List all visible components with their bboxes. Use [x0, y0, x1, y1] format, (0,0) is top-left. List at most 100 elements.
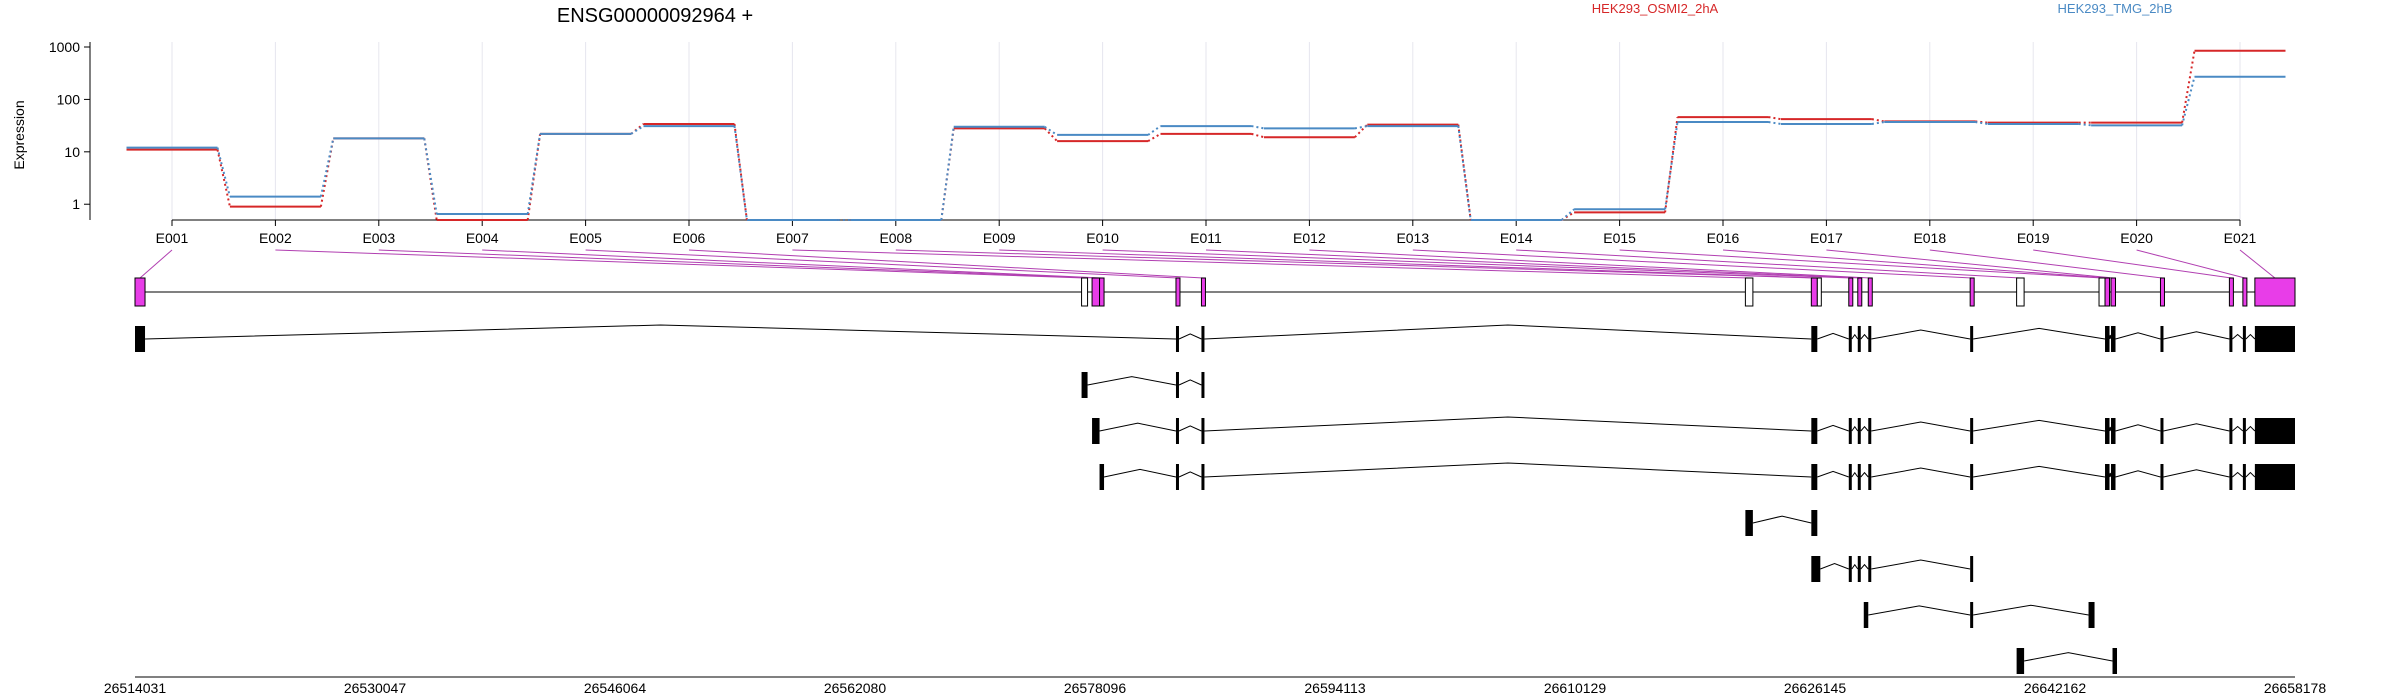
axes: 1 10 100 1000 E001 E002 E003 E004 E005 E006 E007 E0… — [49, 39, 2257, 246]
transcript-exon — [1970, 464, 1974, 490]
exon-connector — [1826, 249, 2114, 279]
series-connector — [1768, 116, 1782, 121]
transcript-exon — [2254, 326, 2295, 352]
series-connector — [1457, 124, 1472, 221]
transcript-intron — [2163, 423, 2230, 432]
series-connector — [630, 123, 645, 135]
series-connector — [1871, 121, 1885, 125]
exon-connectors — [139, 249, 2276, 279]
gene-exon-box — [1969, 277, 1975, 307]
exon-connector — [275, 249, 1085, 279]
series-1 — [126, 75, 2286, 221]
transcript-intron — [2232, 333, 2244, 340]
transcript-exon — [1081, 372, 1088, 398]
exon-connector — [1412, 249, 1973, 279]
transcript-intron — [1860, 333, 1869, 340]
transcript-intron — [1851, 471, 1859, 478]
series-connector — [1043, 127, 1058, 142]
transcript-exon — [1201, 464, 1205, 490]
transcript-row — [1811, 556, 1974, 582]
transcript-exon — [1970, 326, 1974, 352]
series-connector — [733, 123, 748, 221]
transcript-intron — [1860, 563, 1869, 570]
x-tick-label: E012 — [1293, 230, 1326, 246]
transcript-intron — [1087, 376, 1177, 386]
series-connector — [630, 125, 645, 135]
transcript-intron — [1851, 333, 1859, 340]
x-tick-label: E009 — [983, 230, 1016, 246]
gene-exon-box — [1848, 277, 1854, 307]
transcript-exon — [2160, 326, 2164, 352]
x-tick-label: E005 — [569, 230, 602, 246]
x-tick-label: E018 — [1913, 230, 1946, 246]
x-tick-label: E020 — [2120, 230, 2153, 246]
genomic-tick-label: 26578096 — [1064, 680, 1127, 696]
grid-lines — [171, 42, 2241, 220]
transcript-row — [1863, 602, 2095, 628]
genomic-tick-label: 26594113 — [1304, 680, 1365, 696]
transcript-exon — [2242, 326, 2246, 352]
transcript-exon — [1868, 418, 1872, 444]
exon-connector — [1929, 249, 2163, 279]
series-connector — [1664, 116, 1679, 213]
transcript-exon — [1857, 418, 1861, 444]
gene-exon-box — [2254, 277, 2296, 307]
series-connector — [1044, 125, 1058, 136]
transcript-exon — [1857, 556, 1861, 582]
x-tick-label: E002 — [259, 230, 292, 246]
exon-connector — [1516, 249, 2021, 279]
exon-connector — [2239, 249, 2276, 279]
transcript-intron — [1178, 333, 1202, 340]
transcript-exon — [1175, 372, 1179, 398]
genomic-tick-label: 26514031 — [104, 680, 167, 696]
exon-connector — [792, 249, 1750, 279]
x-tick-label: E013 — [1396, 230, 1429, 246]
series-connector — [2181, 50, 2196, 123]
legend-entry-osmi2: HEK293_OSMI2_2hA — [1592, 1, 1719, 16]
transcript-exon — [2242, 418, 2246, 444]
transcript-exon — [2111, 418, 2116, 444]
transcript-exon — [1092, 418, 1100, 444]
transcript-exon — [1863, 602, 1869, 628]
x-tick-label: E011 — [1190, 230, 1222, 246]
x-tick-label: E006 — [673, 230, 706, 246]
exon-connector — [1309, 249, 1871, 279]
x-tick-label: E008 — [879, 230, 912, 246]
transcript-exon — [1811, 326, 1818, 352]
transcript-intron — [2115, 332, 2161, 340]
gene-exon-box — [1200, 277, 1206, 307]
series-connector — [1871, 118, 1885, 123]
series-connector — [1457, 125, 1472, 221]
series-connector — [1354, 125, 1368, 130]
series-connector — [319, 138, 335, 207]
series-connector — [2181, 76, 2196, 126]
x-tick-label: E010 — [1086, 230, 1119, 246]
exon-connector — [378, 249, 1096, 279]
series-connector — [1147, 133, 1162, 142]
genomic-tick-label: 26530047 — [344, 680, 407, 696]
transcript-intron — [1178, 471, 1202, 478]
gene-exon-box — [2104, 277, 2111, 307]
genomic-axis: 26514031 26530047 26546064 26562080 26578096… — [104, 676, 2326, 696]
exon-connector — [1722, 249, 2108, 279]
y-tick-label: 10 — [64, 144, 80, 160]
genomic-tick-label: 26562080 — [824, 680, 887, 696]
series-connector — [1251, 132, 1265, 139]
transcript-intron — [1871, 421, 1971, 432]
transcript-intron — [1973, 465, 2106, 478]
x-tick-label: E015 — [1603, 230, 1636, 246]
transcript-exon — [2160, 418, 2164, 444]
transcript-intron — [2232, 471, 2244, 478]
exon-connector — [1619, 249, 2103, 279]
transcript-exon — [1175, 418, 1179, 444]
exon-connector — [895, 249, 1815, 279]
genomic-tick-label: 26626145 — [1784, 680, 1847, 696]
series-connector — [1251, 125, 1265, 130]
transcript-exon — [2254, 464, 2295, 490]
series-connector — [526, 133, 542, 221]
transcript-intron — [1871, 467, 1971, 478]
transcript-intron — [1871, 559, 1971, 570]
gene-exon-box — [1175, 277, 1181, 307]
transcript-intron — [2245, 333, 2256, 340]
transcript-intron — [1868, 605, 1971, 616]
